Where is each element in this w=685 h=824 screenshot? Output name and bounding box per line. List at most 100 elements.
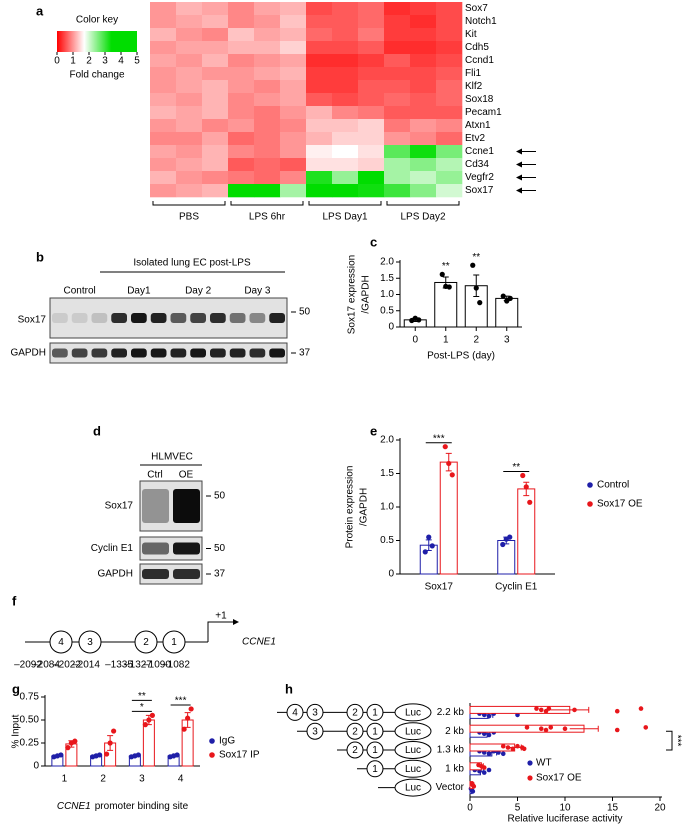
heatmap-cell (384, 80, 411, 94)
data-point (135, 752, 141, 758)
heatmap-cell (228, 132, 255, 146)
panel-label: c (370, 234, 377, 249)
data-point (614, 727, 620, 733)
reporter-label: Luc (405, 708, 421, 719)
x-axis-label-part: CCNE1 (57, 801, 91, 812)
heatmap-cell (384, 132, 411, 146)
data-point (486, 713, 492, 719)
heatmap-cell (410, 93, 437, 107)
binding-site (366, 703, 384, 721)
legend-label: Sox17 OE (536, 773, 582, 784)
y-tick-label: 0 (388, 569, 394, 580)
heatmap-cell (202, 54, 229, 68)
heatmap-cell (306, 15, 333, 29)
heatmap-cell (254, 184, 281, 198)
blot-band (91, 348, 108, 358)
y-tick-label: 1.0 (380, 289, 394, 300)
y-tick-label: 1 kb (445, 763, 464, 774)
y-tick-label: 2.0 (380, 435, 394, 446)
heatmap-cell (280, 80, 307, 94)
heatmap-cell (332, 184, 359, 198)
heatmap-cell (436, 184, 463, 198)
data-point (524, 725, 530, 730)
data-point (638, 706, 644, 711)
data-point (142, 722, 148, 728)
heatmap-cell (228, 28, 255, 42)
heatmap-cell (410, 158, 437, 172)
lane-group-label: Control (64, 286, 96, 297)
heatmap-cell (176, 158, 203, 172)
heatmap-cell (332, 80, 359, 94)
heatmap-cell (176, 119, 203, 133)
data-point (416, 317, 422, 323)
reporter-label: Luc (405, 726, 421, 737)
blot-band (111, 313, 127, 323)
lane-label: OE (179, 470, 194, 481)
heatmap-cell (254, 2, 281, 16)
heatmap-cell (410, 80, 437, 94)
heatmap-cell (358, 158, 385, 172)
heatmap-cell (384, 93, 411, 107)
heatmap-cell (436, 15, 463, 29)
heatmap-cell (306, 171, 333, 185)
heatmap-cell (150, 15, 177, 29)
group-label: PBS (179, 212, 199, 223)
heatmap-cell (384, 119, 411, 133)
heatmap-cell (384, 2, 411, 16)
y-tick-label: 2.0 (380, 257, 394, 268)
heatmap-cell (306, 41, 333, 55)
binding-site (306, 722, 324, 740)
x-tick-label: Sox17 (425, 582, 454, 593)
lane-label: Ctrl (147, 470, 163, 481)
y-tick-label: 2 kb (445, 726, 464, 737)
blot-band (173, 542, 200, 555)
heatmap-cell (176, 67, 203, 81)
heatmap-cell (384, 54, 411, 68)
binding-site (134, 630, 158, 654)
blot-title: HLMVEC (151, 452, 193, 463)
x-tick-label: 2 (473, 335, 479, 346)
heatmap-cell (202, 2, 229, 16)
heatmap-cell (436, 28, 463, 42)
data-point (527, 499, 533, 505)
y-tick-label: Vector (436, 782, 465, 793)
legend-label: WT (536, 758, 552, 769)
heatmap-cell (202, 132, 229, 146)
heatmap-cell (410, 67, 437, 81)
y-axis-label: Sox17 expression (347, 255, 358, 335)
blot-band (52, 313, 68, 323)
heatmap-cell (280, 132, 307, 146)
x-tick-label: 15 (607, 803, 619, 814)
reporter (394, 778, 432, 797)
heatmap-cell (410, 184, 437, 198)
blot-band (52, 348, 68, 358)
significance-label: *** (175, 696, 187, 707)
position-label: –1082 (162, 660, 190, 671)
bar (434, 281, 458, 328)
lane-group-label: Day 3 (244, 286, 271, 297)
row-label: Kit (465, 29, 477, 40)
heatmap-cell (280, 184, 307, 198)
heatmap-cell (228, 15, 255, 29)
blot (49, 297, 288, 339)
group-label: LPS 6hr (249, 212, 286, 223)
binding-site-label: 1 (372, 708, 378, 719)
x-tick-label: Cyclin E1 (495, 582, 538, 593)
blot-band (111, 348, 127, 358)
size-marker: 50 (214, 491, 226, 502)
blot-row-label: Sox17 (18, 315, 47, 326)
tss-arrow (207, 619, 239, 642)
blot-band (150, 348, 167, 358)
blot-band (173, 569, 200, 579)
blot-band (190, 348, 206, 358)
group-bracket (230, 201, 304, 206)
row-label: Fli1 (465, 68, 482, 79)
binding-site-label: 2 (352, 708, 358, 719)
heatmap-cell (384, 184, 411, 198)
heatmap-cell (228, 106, 255, 120)
legend-label: Control (597, 480, 629, 491)
x-axis-label-part: promoter binding site (95, 801, 189, 812)
colorbar-tick-label: 4 (118, 56, 124, 67)
data-point (507, 295, 513, 301)
binding-site-label: 3 (312, 708, 318, 719)
